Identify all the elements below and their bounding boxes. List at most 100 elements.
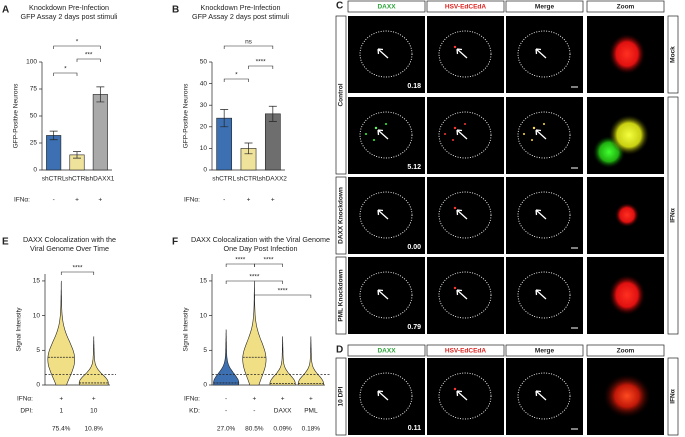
y-tick-label: 25 (30, 140, 38, 147)
condition-label: IFNα (670, 389, 677, 403)
panel-letter: F (172, 237, 178, 248)
arrow (456, 289, 468, 300)
row-value: + (92, 396, 96, 403)
nucleus-outline (438, 111, 492, 159)
nucleus-outline (517, 372, 571, 420)
significance-bracket (254, 294, 312, 298)
row-group-label: 10 DPI (338, 386, 345, 406)
arrow (535, 129, 547, 140)
focus (464, 123, 466, 125)
row-value: + (309, 396, 313, 403)
focus (523, 133, 525, 135)
column-header: Merge (535, 348, 555, 355)
column-header: HSV-EdCEdA (445, 4, 486, 11)
row-label: IFNα: (17, 396, 33, 403)
y-tick-label: 50 (200, 59, 208, 66)
significance-label: **** (256, 59, 267, 66)
column-header-box (426, 344, 505, 357)
arrow (535, 390, 547, 401)
y-tick-label: 20 (200, 124, 208, 131)
arrow (456, 129, 468, 140)
row-value: DAXX (274, 408, 292, 415)
row-group-label-box (335, 176, 347, 255)
significance-label: **** (72, 265, 83, 272)
row-group-label-box (335, 256, 347, 335)
condition-label: Mock (670, 46, 677, 63)
focus (453, 206, 457, 210)
significance-label: * (235, 72, 238, 79)
row-value: - (53, 197, 55, 204)
arrow (456, 390, 468, 401)
row-value: - (225, 408, 227, 415)
y-axis-label: Signal Intensity (183, 307, 190, 352)
micrograph (506, 177, 583, 254)
chart-title: DAXX Colocalization with the Viral Genom… (191, 235, 330, 244)
arrow (535, 209, 547, 220)
row-label: IFNα: (14, 197, 30, 204)
column-header-box (505, 0, 584, 13)
y-tick-label: 75 (30, 86, 38, 93)
focus (385, 123, 387, 125)
percentage-label: 0.09% (273, 426, 292, 433)
focus (444, 133, 446, 135)
chart-title: Knockdown Pre-Infection (201, 3, 281, 12)
row-value: PML (304, 408, 318, 415)
chart-title: One Day Post Infection (224, 244, 298, 253)
arrow (535, 289, 547, 300)
error-bar (244, 142, 253, 155)
zoom-blob (609, 34, 645, 74)
nucleus-outline (438, 30, 492, 78)
nucleus-outline (359, 30, 413, 78)
micrograph (506, 257, 583, 334)
y-tick-label: 15 (33, 278, 41, 285)
focus (543, 123, 545, 125)
x-tick-label: shCTRL (42, 176, 66, 183)
row-group-label: Control (338, 83, 345, 106)
row-value: - (253, 408, 255, 415)
significance-bracket (53, 45, 101, 49)
zoom-blob (615, 203, 639, 227)
y-tick-label: 10 (200, 145, 208, 152)
colocalization-score: 5.12 (407, 164, 421, 171)
error-bar (268, 105, 277, 122)
column-header: Zoom (617, 348, 635, 355)
arrow (456, 48, 468, 59)
focus (532, 126, 536, 130)
row-label: KD: (189, 408, 200, 415)
micrograph (506, 16, 583, 93)
column-header-box (347, 344, 426, 357)
y-tick-label: 15 (200, 278, 208, 285)
significance-bracket (60, 271, 95, 275)
percentage-label: 80.5% (245, 426, 264, 433)
zoom-blob (609, 115, 649, 155)
row-value: + (281, 396, 285, 403)
micrograph (348, 16, 425, 93)
micrograph (348, 358, 425, 435)
y-tick-label: 0 (203, 167, 207, 174)
row-value: + (271, 197, 275, 204)
significance-label: *** (85, 52, 93, 59)
panel-letter: C (336, 1, 343, 12)
significance-bracket (225, 280, 283, 284)
micrograph (506, 358, 583, 435)
significance-bracket (225, 263, 255, 267)
nucleus-outline (359, 372, 413, 420)
row-value: + (75, 197, 79, 204)
bar (264, 113, 281, 171)
column-header: HSV-EdCEdA (445, 348, 486, 355)
error-bar (49, 130, 58, 141)
chart-subtitle: GFP Assay 2 days post stimuli (192, 12, 289, 21)
y-tick-label: 0 (203, 382, 207, 389)
arrow (377, 390, 389, 401)
x-tick-label: shCTRL (212, 176, 236, 183)
y-tick-label: 10 (33, 312, 41, 319)
row-group-label-box (335, 357, 347, 436)
focus (453, 387, 457, 391)
nucleus-outline (438, 372, 492, 420)
nucleus-outline (438, 191, 492, 239)
focus (452, 139, 454, 141)
row-value: + (247, 197, 251, 204)
row-group-label: DAXX Knockdown (338, 187, 345, 244)
y-tick-label: 5 (36, 347, 40, 354)
